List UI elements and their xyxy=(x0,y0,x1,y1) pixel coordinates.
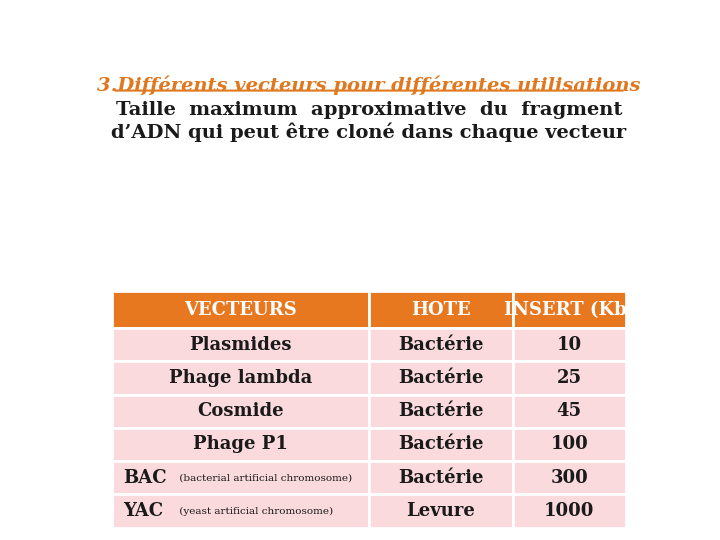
Bar xyxy=(112,494,369,528)
Bar xyxy=(112,328,369,361)
Text: Bactérie: Bactérie xyxy=(398,469,484,487)
Text: 45: 45 xyxy=(557,402,582,420)
Bar xyxy=(369,361,513,395)
Text: Taille  maximum  approximative  du  fragment: Taille maximum approximative du fragment xyxy=(116,102,622,119)
Text: INSERT (Kb): INSERT (Kb) xyxy=(503,301,635,319)
Bar xyxy=(513,395,626,428)
Text: Phage lambda: Phage lambda xyxy=(169,369,312,387)
Bar xyxy=(513,328,626,361)
Text: 3.Différents vecteurs pour différentes utilisations: 3.Différents vecteurs pour différentes u… xyxy=(97,75,641,94)
Bar xyxy=(369,328,513,361)
Bar xyxy=(513,361,626,395)
Bar xyxy=(112,361,369,395)
Bar xyxy=(369,292,513,328)
Bar xyxy=(369,461,513,494)
Text: (yeast artificial chromosome): (yeast artificial chromosome) xyxy=(176,507,333,516)
Bar xyxy=(112,461,369,494)
Bar xyxy=(112,292,369,328)
Text: 100: 100 xyxy=(550,435,588,454)
Text: Cosmide: Cosmide xyxy=(197,402,284,420)
Text: Phage P1: Phage P1 xyxy=(193,435,288,454)
Text: 25: 25 xyxy=(557,369,582,387)
Text: Bactérie: Bactérie xyxy=(398,402,484,420)
Text: Bactérie: Bactérie xyxy=(398,435,484,454)
Text: Bactérie: Bactérie xyxy=(398,336,484,354)
Text: 10: 10 xyxy=(557,336,582,354)
Text: HOTE: HOTE xyxy=(411,301,471,319)
Bar xyxy=(513,292,626,328)
Bar xyxy=(112,428,369,461)
Bar xyxy=(369,428,513,461)
Bar xyxy=(513,494,626,528)
Text: 1000: 1000 xyxy=(544,502,595,520)
Text: d’ADN qui peut être cloné dans chaque vecteur: d’ADN qui peut être cloné dans chaque ve… xyxy=(112,122,626,141)
Bar xyxy=(513,461,626,494)
Text: Plasmides: Plasmides xyxy=(189,336,292,354)
Text: 300: 300 xyxy=(550,469,588,487)
Text: YAC: YAC xyxy=(124,502,163,520)
Text: Bactérie: Bactérie xyxy=(398,369,484,387)
Bar xyxy=(513,428,626,461)
Text: BAC: BAC xyxy=(124,469,167,487)
Text: Levure: Levure xyxy=(406,502,475,520)
Bar xyxy=(369,494,513,528)
Bar xyxy=(112,395,369,428)
Text: (bacterial artificial chromosome): (bacterial artificial chromosome) xyxy=(176,473,353,482)
Bar xyxy=(369,395,513,428)
Text: VECTEURS: VECTEURS xyxy=(184,301,297,319)
